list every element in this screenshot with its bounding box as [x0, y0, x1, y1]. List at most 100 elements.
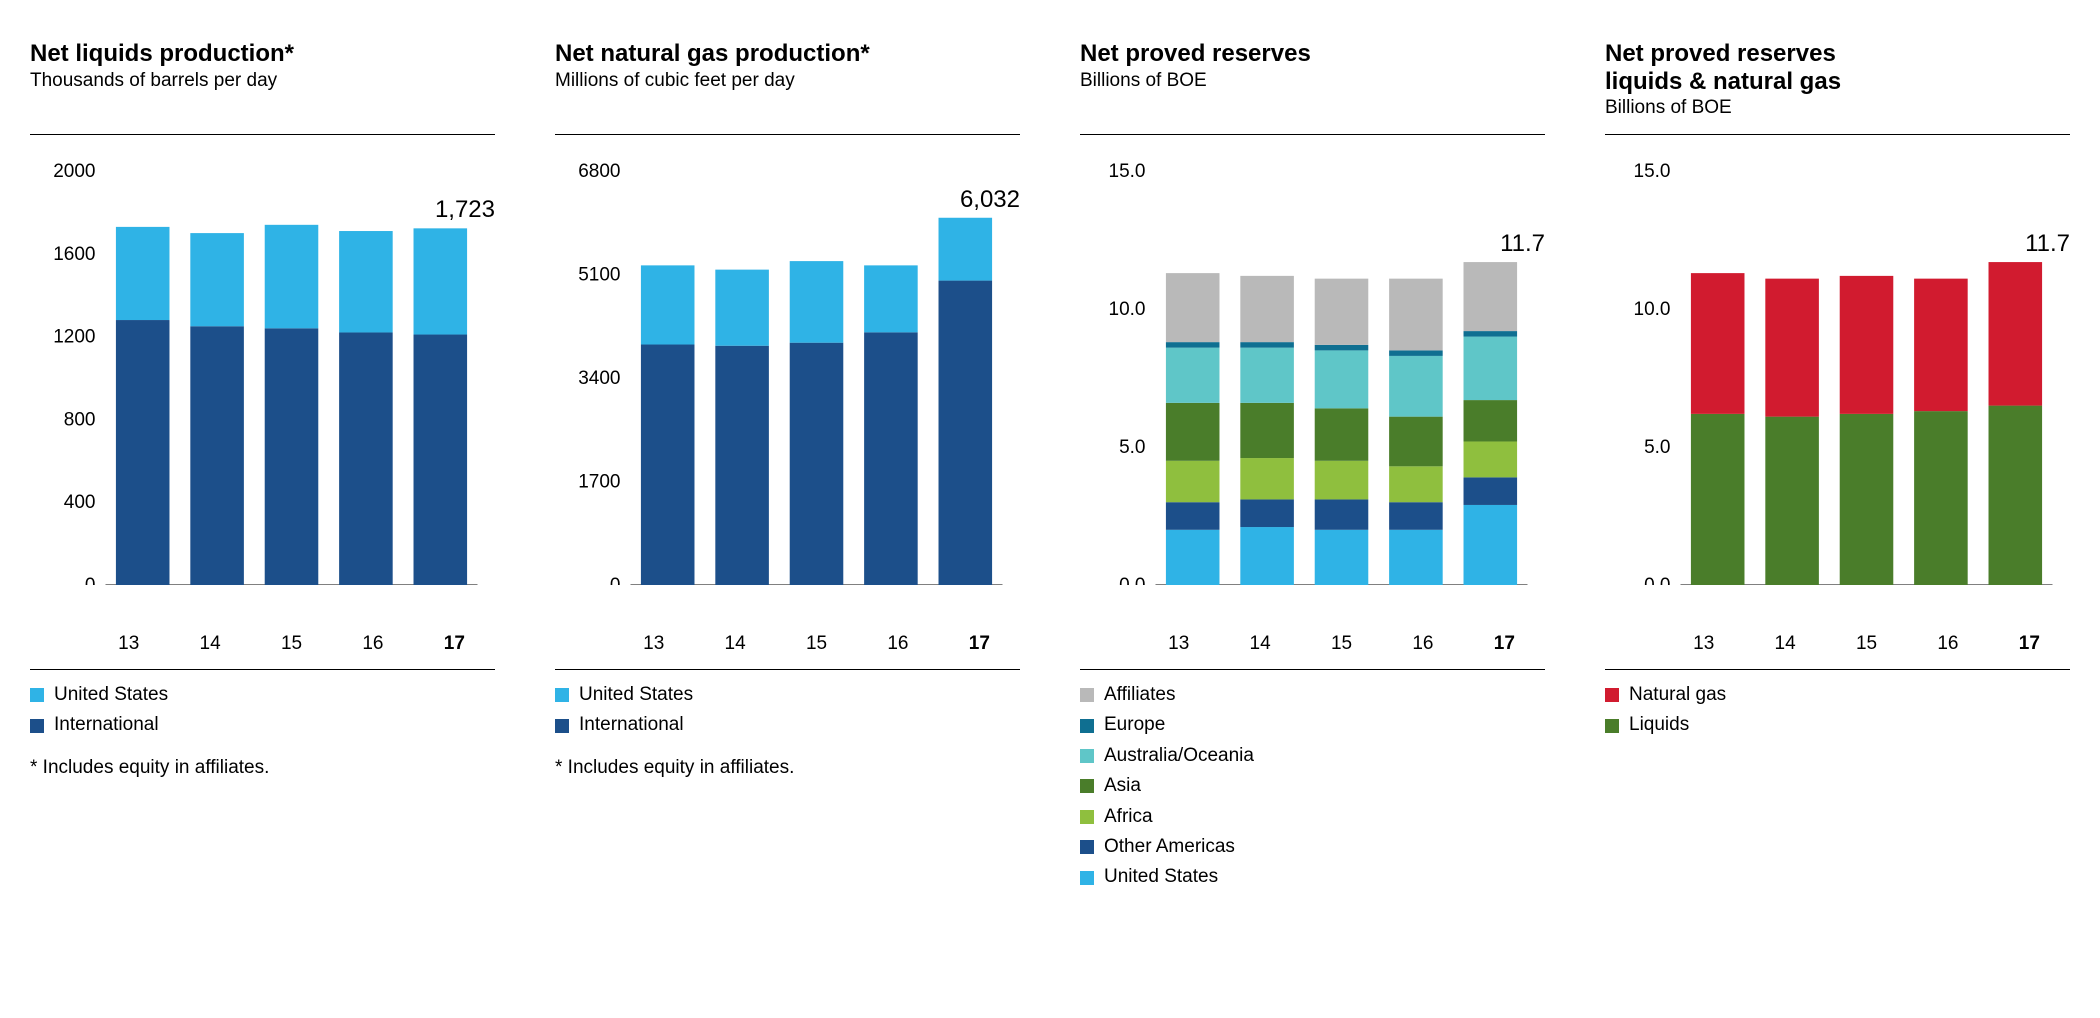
bar-segment [1315, 499, 1369, 529]
bar-segment [1240, 458, 1294, 499]
chart-panel-reserves-region: Net proved reservesBillions of BOE0.05.0… [1080, 40, 1545, 893]
legend-item: Liquids [1605, 710, 2070, 740]
svg-text:0: 0 [610, 575, 621, 585]
x-tick-label: 14 [694, 633, 775, 655]
charts-row: Net liquids production*Thousands of barr… [30, 40, 2070, 893]
x-tick-label: 13 [1138, 633, 1219, 655]
legend: AffiliatesEuropeAustralia/OceaniaAsiaAfr… [1080, 680, 1545, 893]
callout-value: 6,032 [960, 186, 1020, 214]
plot-area: 0.05.010.015.011.7 [1080, 145, 1545, 625]
bar-segment [414, 335, 468, 585]
bar-segment [1166, 342, 1220, 348]
legend-label: Europe [1104, 710, 1165, 740]
legend-item: United States [555, 680, 1020, 710]
legend-label: International [54, 710, 159, 740]
bar-segment [1389, 350, 1443, 356]
bar-segment [265, 328, 319, 585]
bar-segment [641, 265, 695, 344]
bar-segment [1765, 279, 1819, 417]
legend-swatch [1605, 688, 1619, 702]
svg-text:5.0: 5.0 [1119, 437, 1145, 458]
legend-item: Asia [1080, 771, 1545, 801]
x-tick-label: 16 [1382, 633, 1463, 655]
x-tick-label: 14 [1219, 633, 1300, 655]
x-tick-label: 14 [1744, 633, 1825, 655]
bar-segment [265, 225, 319, 329]
legend: United StatesInternational [555, 680, 1020, 741]
svg-text:1200: 1200 [53, 327, 95, 348]
divider [555, 669, 1020, 670]
x-tick-label: 17 [939, 633, 1020, 655]
bar-segment [1691, 273, 1745, 414]
legend-label: Asia [1104, 771, 1141, 801]
legend-item: Affiliates [1080, 680, 1545, 710]
bar-segment [1389, 530, 1443, 585]
bar-segment [790, 343, 844, 585]
callout-value: 11.7 [1500, 230, 1545, 258]
legend-item: International [30, 710, 495, 740]
svg-text:1700: 1700 [578, 472, 620, 493]
legend-swatch [1605, 719, 1619, 733]
chart-subtitle: Billions of BOE [1080, 70, 1545, 92]
bar-segment [414, 228, 468, 334]
chart-title: Net proved reservesliquids & natural gas [1605, 40, 2070, 95]
bar-segment [1464, 477, 1518, 505]
bar-segment [1989, 406, 2043, 585]
legend-swatch [1080, 840, 1094, 854]
callout-value: 1,723 [435, 196, 495, 224]
bar-segment [1914, 279, 1968, 411]
bar-segment [1315, 461, 1369, 500]
bar-segment [1315, 408, 1369, 460]
legend-label: Affiliates [1104, 680, 1175, 710]
svg-text:6800: 6800 [578, 161, 620, 182]
svg-text:5.0: 5.0 [1644, 437, 1670, 458]
legend-label: United States [54, 680, 168, 710]
bar-segment [715, 270, 769, 346]
bar-segment [1840, 414, 1894, 585]
chart-subtitle: Millions of cubic feet per day [555, 70, 1020, 92]
plot-area: 04008001200160020001,723 [30, 145, 495, 625]
legend-item: Australia/Oceania [1080, 741, 1545, 771]
legend: United StatesInternational [30, 680, 495, 741]
svg-text:1600: 1600 [53, 244, 95, 265]
svg-text:3400: 3400 [578, 368, 620, 389]
bar-segment [1464, 262, 1518, 331]
divider [555, 134, 1020, 135]
bar-segment [339, 332, 393, 585]
legend-item: Natural gas [1605, 680, 2070, 710]
chart-svg: 0.05.010.015.0 [1080, 145, 1545, 585]
chart-panel-reserves-type: Net proved reservesliquids & natural gas… [1605, 40, 2070, 741]
legend-swatch [1080, 749, 1094, 763]
bar-segment [790, 261, 844, 343]
bar-segment [641, 345, 695, 585]
chart-svg: 0400800120016002000 [30, 145, 495, 585]
legend-item: United States [1080, 862, 1545, 892]
legend-swatch [1080, 719, 1094, 733]
bar-segment [1166, 502, 1220, 530]
bar-segment [1315, 279, 1369, 345]
bar-segment [1166, 461, 1220, 502]
chart-svg: 01700340051006800 [555, 145, 1020, 585]
legend-swatch [30, 719, 44, 733]
bar-segment [1315, 345, 1369, 351]
bar-segment [1691, 414, 1745, 585]
x-tick-label: 16 [857, 633, 938, 655]
x-tick-label: 17 [1989, 633, 2070, 655]
legend-label: Natural gas [1629, 680, 1726, 710]
chart-title: Net natural gas production* [555, 40, 1020, 68]
svg-text:10.0: 10.0 [1109, 299, 1146, 320]
chart-subtitle: Thousands of barrels per day [30, 70, 495, 92]
legend-swatch [555, 719, 569, 733]
chart-title: Net liquids production* [30, 40, 495, 68]
legend-swatch [30, 688, 44, 702]
bar-segment [1166, 273, 1220, 342]
legend-item: Other Americas [1080, 832, 1545, 862]
legend-swatch [1080, 810, 1094, 824]
chart-svg: 0.05.010.015.0 [1605, 145, 2070, 585]
divider [1605, 134, 2070, 135]
bar-segment [1464, 337, 1518, 400]
x-tick-label: 15 [776, 633, 857, 655]
plot-area: 0.05.010.015.011.7 [1605, 145, 2070, 625]
x-tick-label: 17 [1464, 633, 1545, 655]
svg-text:0.0: 0.0 [1119, 575, 1145, 585]
